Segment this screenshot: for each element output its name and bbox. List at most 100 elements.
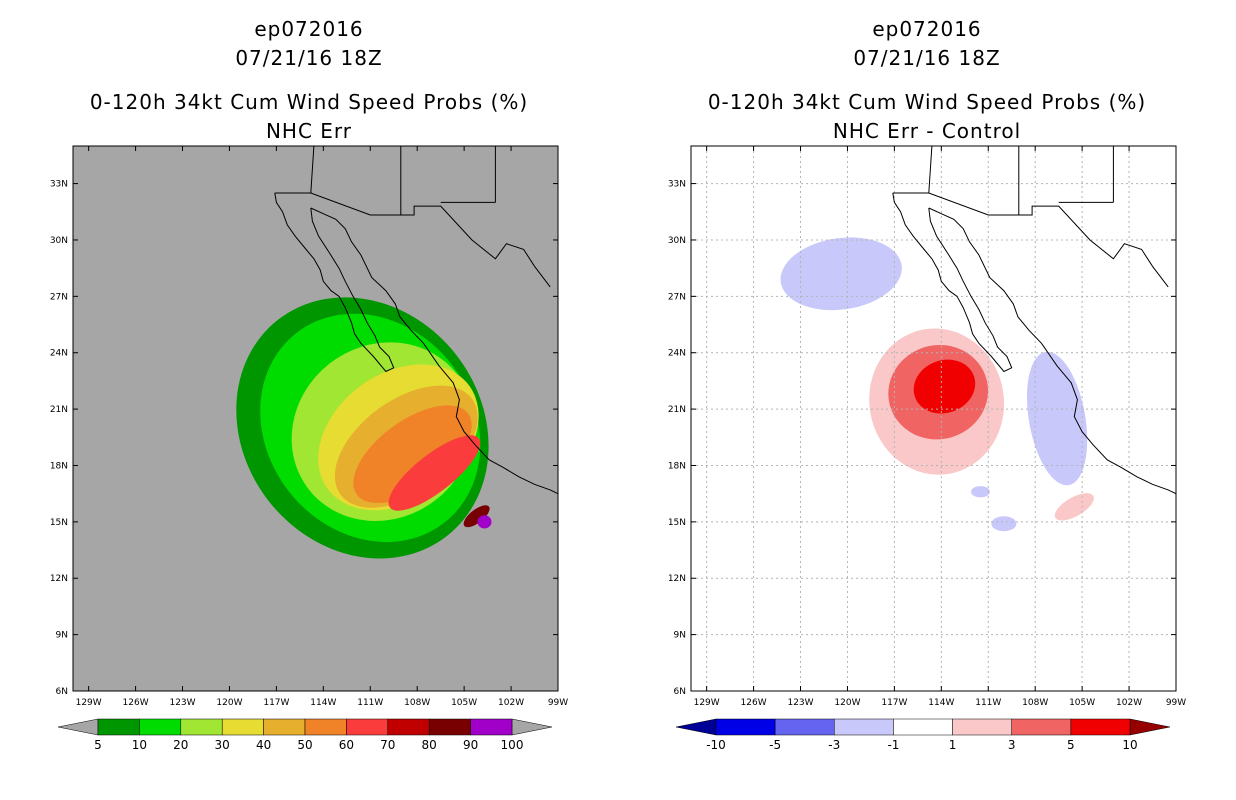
colorbar-label: 60: [339, 738, 354, 752]
y-tick-label: 21N: [668, 405, 686, 415]
colorbar-label: 70: [380, 738, 395, 752]
coastline-mainland: [928, 207, 1176, 495]
x-tick-label: 126W: [123, 698, 149, 708]
y-tick-label: 6N: [674, 687, 686, 697]
contour-region-5: [913, 359, 976, 414]
colorbar-swatch: [1070, 718, 1131, 736]
contour-region-80: [463, 505, 490, 528]
x-tick-label: 117W: [263, 698, 289, 708]
storm-id-title: ep072016: [872, 17, 982, 41]
contour-region-90: [477, 515, 492, 529]
plot-frame: [72, 145, 559, 692]
x-tick-label: 126W: [741, 698, 767, 708]
y-tick-label: 9N: [674, 631, 686, 641]
contour-region-50: [353, 405, 472, 504]
y-tick-label: 27N: [50, 292, 68, 302]
y-tick-label: 30N: [668, 236, 686, 246]
colorbar-swatch: [263, 718, 306, 736]
x-tick-label: 114W: [310, 698, 336, 708]
y-tick-label: 24N: [50, 349, 68, 359]
right-map-chart: 129W 126W 123W 120W 117W 114W 111W 108W 105W 102W…: [668, 145, 1186, 752]
x-tick-label: 129W: [76, 698, 102, 708]
colorbar-swatch: [139, 718, 182, 736]
y-tick-label: 18N: [50, 461, 68, 471]
left-map-chart: 129W 126W 123W 120W 117W 114W 111W 108W 105W 102W…: [50, 145, 568, 752]
coastline-mainland: [310, 207, 558, 495]
y-tick-label: 27N: [668, 292, 686, 302]
y-tick-label: 24N: [668, 349, 686, 359]
colorbar-swatch: [97, 718, 140, 736]
valid-time-title: 07/21/16 18Z: [853, 46, 1001, 70]
contour-region-60: [388, 435, 481, 511]
colorbar-label: 30: [215, 738, 230, 752]
contour-region-1: [1054, 493, 1094, 521]
colorbar-over-arrow: [1129, 718, 1171, 736]
subtitle: NHC Err: [265, 119, 353, 143]
colorbar-swatch: [221, 718, 264, 736]
right-panel: ep072016 07/21/16 18Z 0-120h 34kt Cum Wi…: [618, 0, 1236, 800]
colorbar-label: 40: [256, 738, 271, 752]
x-tick-label: 123W: [169, 698, 195, 708]
colorbar-label: 100: [501, 738, 524, 752]
colorbar-label: -5: [769, 738, 781, 752]
x-tick-label: 123W: [787, 698, 813, 708]
coastline-baja: [892, 192, 1013, 373]
y-tick-label: 21N: [50, 405, 68, 415]
x-tick-label: 102W: [498, 698, 524, 708]
contour-region-neg3: [780, 237, 902, 311]
colorbar-label: 3: [1008, 738, 1016, 752]
y-tick-label: 18N: [668, 461, 686, 471]
contour-region-neg3: [991, 516, 1017, 532]
x-tick-label: 102W: [1116, 698, 1142, 708]
colorbar-label: 5: [94, 738, 102, 752]
y-tick-label: 30N: [50, 236, 68, 246]
x-tick-label: 108W: [404, 698, 430, 708]
colorbar-swatch: [952, 718, 1012, 736]
colorbar-label: 1: [949, 738, 957, 752]
y-tick-label: 6N: [56, 687, 68, 697]
x-tick-label: 120W: [834, 698, 860, 708]
x-tick-label: 114W: [928, 698, 954, 708]
colorbar-over-arrow: [511, 718, 553, 736]
colorbar-label: -1: [887, 738, 899, 752]
colorbar-label: -10: [706, 738, 726, 752]
x-tick-label: 111W: [975, 698, 1001, 708]
contour-region-neg3: [971, 486, 990, 498]
colorbar-swatch: [1011, 718, 1072, 736]
y-tick-label: 9N: [56, 631, 68, 641]
subtitle: NHC Err - Control: [832, 119, 1022, 143]
storm-id-title: ep072016: [254, 17, 364, 41]
valid-time-title: 07/21/16 18Z: [235, 46, 383, 70]
colorbar-swatch: [180, 718, 223, 736]
x-tick-label: 99W: [1166, 698, 1186, 708]
plot-frame: [690, 145, 1177, 692]
x-tick-label: 120W: [216, 698, 242, 708]
colorbar-label: 20: [173, 738, 188, 752]
plot-area: [236, 146, 558, 559]
state-border: [310, 146, 315, 194]
colorbar-swatch: [387, 718, 430, 736]
national-border: [892, 192, 1169, 288]
colorbar-under-arrow: [675, 718, 717, 736]
x-tick-label: 129W: [694, 698, 720, 708]
x-tick-label: 111W: [357, 698, 383, 708]
colorbar-label: 5: [1067, 738, 1075, 752]
plot-area: [691, 146, 1176, 691]
y-tick-label: 12N: [668, 574, 686, 584]
colorbar-swatch: [428, 718, 471, 736]
colorbar-label: -3: [828, 738, 840, 752]
product-title: 0-120h 34kt Cum Wind Speed Probs (%): [707, 90, 1147, 114]
state-border: [928, 146, 933, 194]
x-tick-label: 105W: [1069, 698, 1095, 708]
colorbar-label: 10: [132, 738, 147, 752]
colorbar-swatch: [774, 718, 835, 736]
colorbar-label: 50: [297, 738, 312, 752]
coastline-baja: [274, 192, 395, 373]
x-tick-label: 108W: [1022, 698, 1048, 708]
y-tick-label: 12N: [50, 574, 68, 584]
colorbar-swatch: [715, 718, 776, 736]
y-tick-label: 33N: [668, 180, 686, 190]
y-tick-label: 15N: [50, 518, 68, 528]
colorbar-swatch: [346, 718, 389, 736]
product-title: 0-120h 34kt Cum Wind Speed Probs (%): [89, 90, 529, 114]
